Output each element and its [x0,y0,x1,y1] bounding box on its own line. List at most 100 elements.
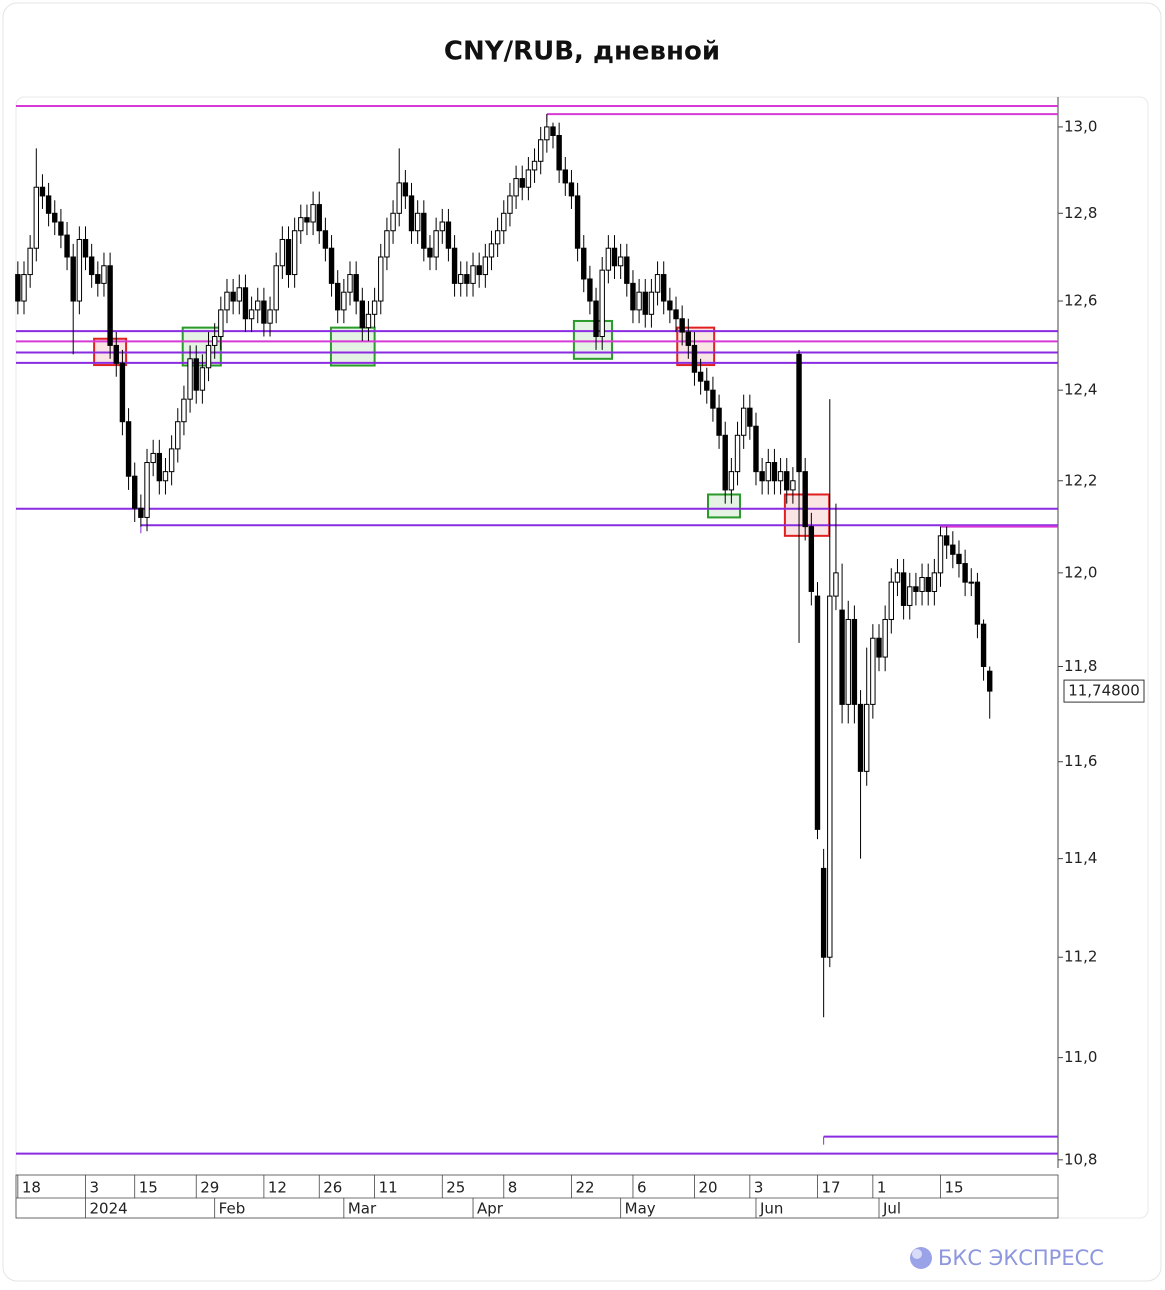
candle-body [132,475,138,509]
candle-body [27,247,33,276]
candle-body [845,618,851,705]
candle-body [544,126,550,141]
candle-body [316,204,322,232]
month-tick-label: Feb [219,1200,246,1218]
candle-body [39,186,46,197]
month-tick-label: Jul [882,1200,901,1218]
candle-body [101,265,107,284]
candle-body [458,274,464,284]
candle-body [205,344,212,369]
candle-body [199,367,206,391]
y-tick-label: 11,0 [1064,1048,1097,1066]
candle-body [291,230,298,276]
candle-body [925,576,931,592]
candle-body [335,282,341,311]
y-tick-label: 12,8 [1064,204,1097,222]
candle-body [224,291,230,311]
candle-body [353,274,359,302]
candle-body [451,247,458,284]
candle-body [894,572,901,583]
x-tick-label: 22 [575,1179,594,1197]
y-tick-label: 10,8 [1064,1150,1097,1168]
candle-body [384,230,390,258]
candle-body [52,212,58,223]
candle-body [507,195,513,214]
candle-body [802,471,808,528]
candle-body [513,178,519,197]
candle-body [753,425,759,473]
x-tick-label: 8 [508,1179,518,1197]
candle-body [839,609,845,705]
candle-body [519,178,525,188]
candle-body [261,300,267,324]
logo-icon [910,1247,932,1269]
candle-body [371,300,378,315]
candle-body [734,434,741,473]
chart-title: CNY/RUB, дневной [444,37,720,67]
candle-body [494,230,501,245]
candle-body [587,278,593,302]
x-tick-label: 3 [90,1179,100,1197]
candle-body [950,544,956,555]
candle-body [242,287,249,320]
candle-body [144,462,150,518]
month-tick-label: May [625,1200,656,1218]
candle-body [888,581,895,620]
candle-body [864,703,870,772]
candle-body [359,300,366,329]
last-value-label: 11,74800 [1068,682,1140,700]
candle-body [310,204,316,223]
candle-body [267,309,273,324]
candle-body [943,535,950,546]
y-tick-label: 11,4 [1064,849,1097,867]
candle-body [64,234,70,258]
candle-body [987,670,993,692]
month-tick-label: Apr [477,1200,504,1218]
x-tick-label: 25 [446,1179,465,1197]
candle-body [414,212,421,232]
candle-body [236,287,242,302]
x-tick-label: 18 [22,1179,41,1197]
candle-body [784,471,790,491]
candle-body [919,576,925,592]
candle-body [980,623,987,667]
x-axis-box [15,1174,1059,1219]
candle-body [704,380,710,391]
candle-body [396,182,402,214]
x-tick-label: 3 [754,1179,764,1197]
month-tick-label: Jun [759,1200,783,1218]
candle-body [574,195,581,249]
candle-body [759,471,765,482]
candle-body [390,212,396,232]
y-tick-label: 13,0 [1064,117,1097,135]
candle-body [882,618,888,658]
candle-body [347,274,353,293]
candle-body [710,389,716,409]
candle-body [211,336,218,346]
month-tick-label: Mar [348,1200,377,1218]
candle-body [642,291,648,315]
y-tick-label: 12,4 [1064,381,1097,399]
candle-body [470,265,476,284]
candle-body [777,471,784,482]
candle-body [931,572,938,592]
candle-body [187,358,193,400]
candle-body [624,256,630,284]
x-tick-label: 11 [379,1179,398,1197]
candle-body [765,462,771,482]
candle-body [962,563,968,583]
candle-body [667,300,673,311]
candle-body [568,182,575,197]
candle-body [556,134,562,171]
candle-body [445,221,452,249]
candle-body [790,480,796,491]
x-tick-label: 20 [698,1179,717,1197]
candle-body [531,160,538,171]
candle-body [408,195,415,232]
x-tick-label: 15 [139,1179,158,1197]
candle-body [968,581,974,584]
candle-body [162,471,169,482]
candle-body [175,421,181,450]
candle-body [125,421,132,477]
